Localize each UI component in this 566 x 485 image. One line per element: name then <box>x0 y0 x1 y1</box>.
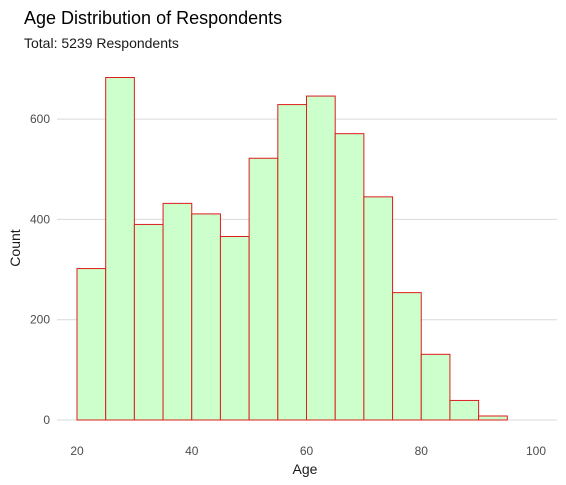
y-tick-label-0: 0 <box>43 413 50 427</box>
chart-title: Age Distribution of Respondents <box>24 8 282 28</box>
y-tick-label-400: 400 <box>30 212 50 226</box>
histogram-bar-85-90 <box>449 399 480 421</box>
histogram-bar-50-55 <box>248 157 279 421</box>
y-tick-label-600: 600 <box>30 112 50 126</box>
x-tick-label-20: 20 <box>70 444 84 458</box>
histogram-bar-80-85 <box>420 353 451 421</box>
histogram-bar-55-60 <box>277 104 307 421</box>
x-tick-label-40: 40 <box>185 444 199 458</box>
histogram-bar-35-40 <box>162 202 193 421</box>
histogram-bar-75-80 <box>392 292 422 421</box>
x-axis-ticks: 20 40 60 80 100 <box>70 444 546 458</box>
histogram-bar-60-65 <box>306 95 336 421</box>
y-axis-ticks: 0 200 400 600 <box>30 112 50 427</box>
x-tick-label-100: 100 <box>526 444 546 458</box>
bars <box>76 77 508 421</box>
y-tick-label-200: 200 <box>30 313 50 327</box>
x-axis-title: Age <box>293 461 318 477</box>
histogram-bar-40-45 <box>191 213 221 421</box>
x-tick-label-60: 60 <box>300 444 314 458</box>
histogram-bar-20-25 <box>76 268 107 421</box>
histogram-bar-90-95 <box>478 415 508 421</box>
histogram-bar-70-75 <box>363 196 394 421</box>
histogram-bar-25-30 <box>105 77 135 421</box>
x-tick-label-80: 80 <box>415 444 429 458</box>
histogram-bar-30-35 <box>133 223 164 421</box>
y-axis-title: Count <box>7 229 23 266</box>
chart-subtitle: Total: 5239 Respondents <box>24 35 179 51</box>
histogram-bar-45-50 <box>219 235 250 421</box>
histogram-bar-65-70 <box>334 133 365 421</box>
